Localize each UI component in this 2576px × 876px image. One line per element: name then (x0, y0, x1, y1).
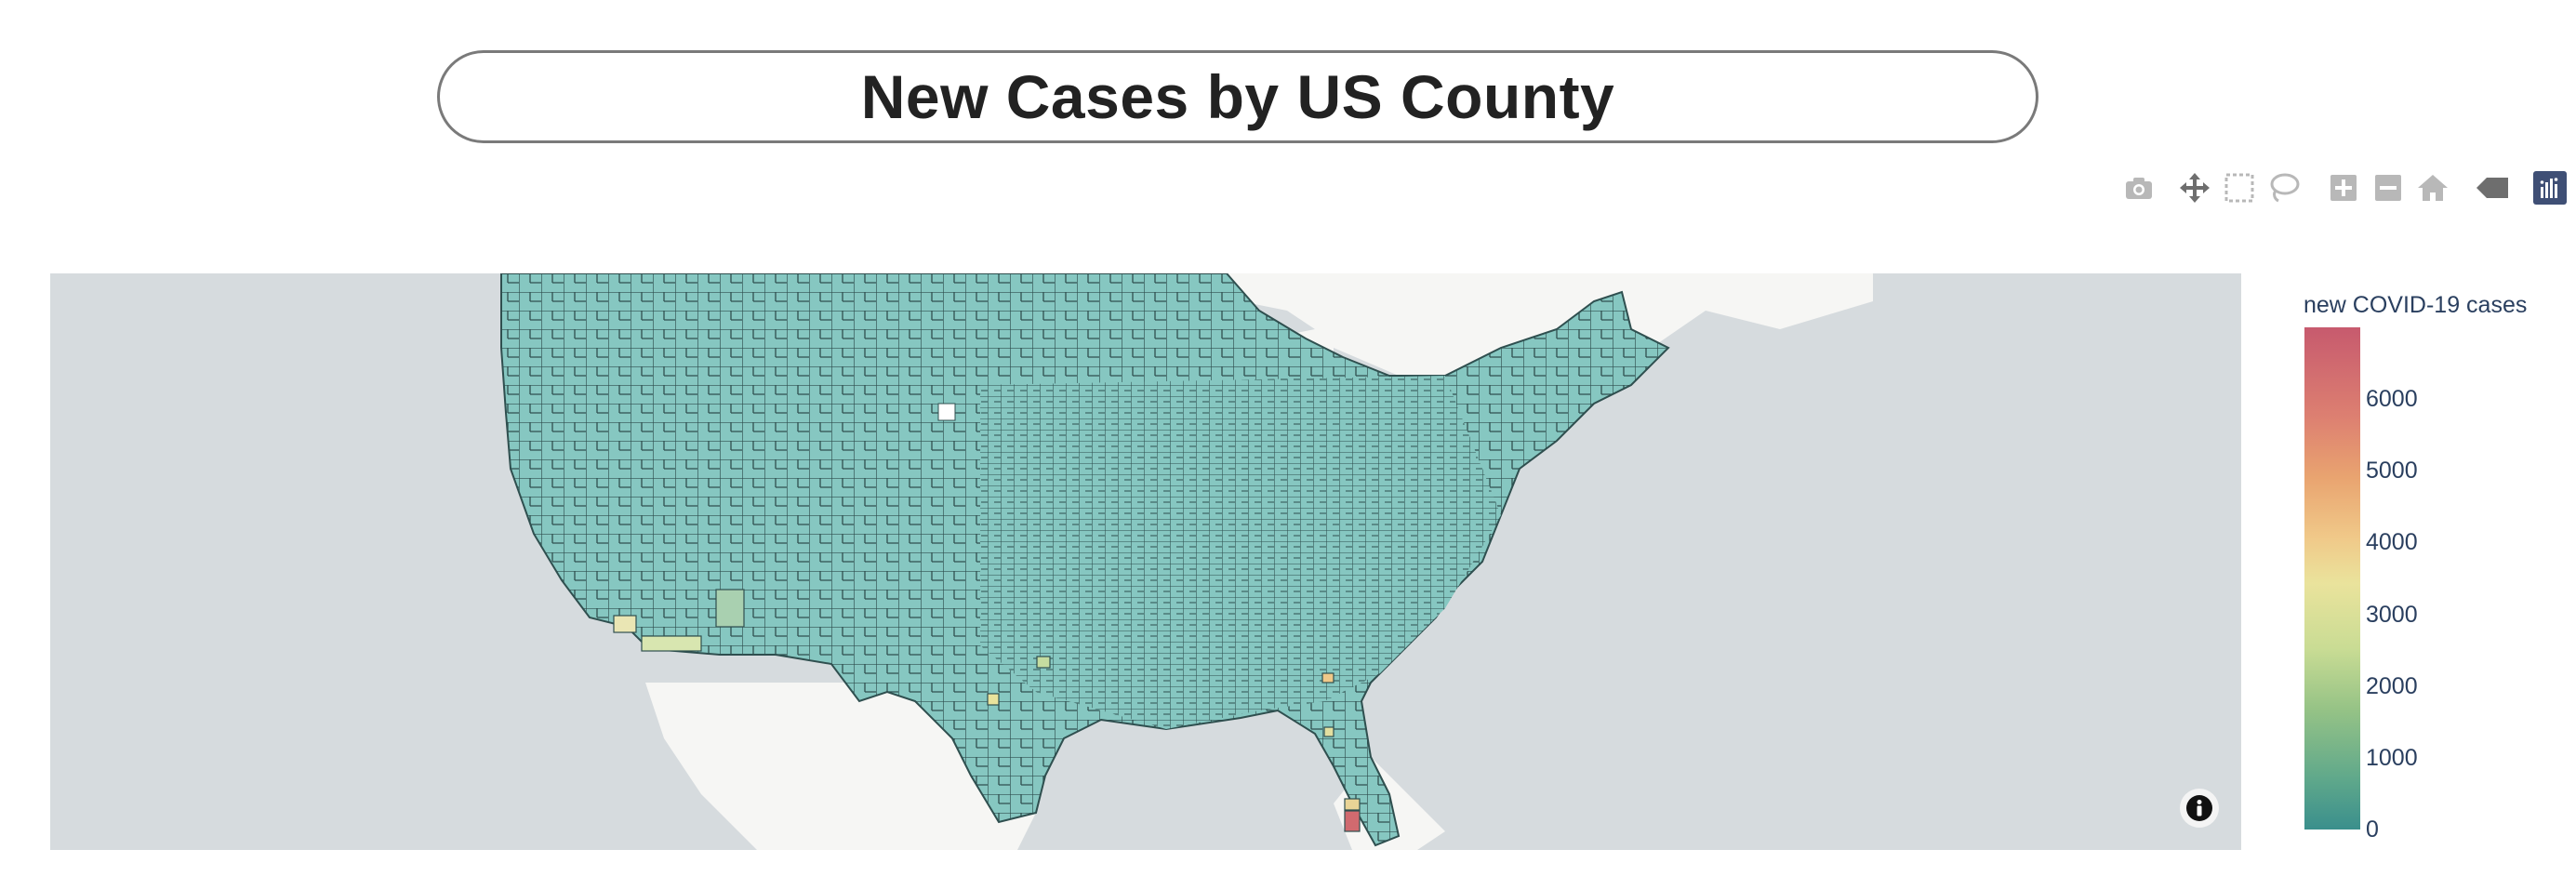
hotspot-maricopa[interactable] (715, 589, 745, 628)
lasso-select-icon[interactable] (2265, 169, 2303, 206)
colorbar-tick-label: 5000 (2366, 458, 2418, 484)
pan-icon[interactable] (2176, 169, 2213, 206)
hotspot-broward[interactable] (1344, 798, 1361, 811)
map-canvas[interactable] (50, 273, 2241, 850)
zoom-out-icon[interactable] (2370, 169, 2407, 206)
hotspot-harris[interactable] (987, 693, 1000, 706)
colorbar-tick-label: 2000 (2366, 672, 2418, 699)
hotspot-dallas[interactable] (1036, 656, 1051, 669)
colorbar-tick-label: 1000 (2366, 744, 2418, 771)
canada-land (497, 273, 1873, 413)
hotspot-miami-dade[interactable] (1344, 810, 1361, 832)
camera-icon[interactable] (2120, 169, 2158, 206)
title-box: New Cases by US County (437, 50, 2038, 143)
colorbar-tick-label: 4000 (2366, 529, 2418, 556)
hotspot-san-diego[interactable] (641, 635, 702, 652)
page-title: New Cases by US County (860, 62, 1615, 131)
hotspot-hillsborough[interactable] (1323, 726, 1334, 737)
hover-label-icon[interactable] (2474, 169, 2511, 206)
box-select-icon[interactable] (2221, 169, 2258, 206)
colorbar-tick-label: 6000 (2366, 386, 2418, 413)
zoom-in-icon[interactable] (2325, 169, 2362, 206)
hotspot-duval[interactable] (1321, 672, 1334, 684)
colorbar (2304, 327, 2360, 830)
eastern-counties[interactable] (980, 376, 1501, 729)
info-icon[interactable] (2180, 789, 2219, 828)
modebar (2111, 169, 2576, 210)
choropleth-map[interactable] (50, 273, 2241, 850)
missing-data-county (937, 403, 956, 421)
plotly-logo-icon[interactable] (2531, 169, 2569, 206)
colorbar-tick-label: 3000 (2366, 601, 2418, 628)
hotspot-los-angeles[interactable] (613, 615, 637, 633)
reset-home-icon[interactable] (2414, 169, 2451, 206)
colorbar-title: new COVID-19 cases (2304, 292, 2528, 318)
colorbar-tick-label: 0 (2366, 816, 2379, 843)
